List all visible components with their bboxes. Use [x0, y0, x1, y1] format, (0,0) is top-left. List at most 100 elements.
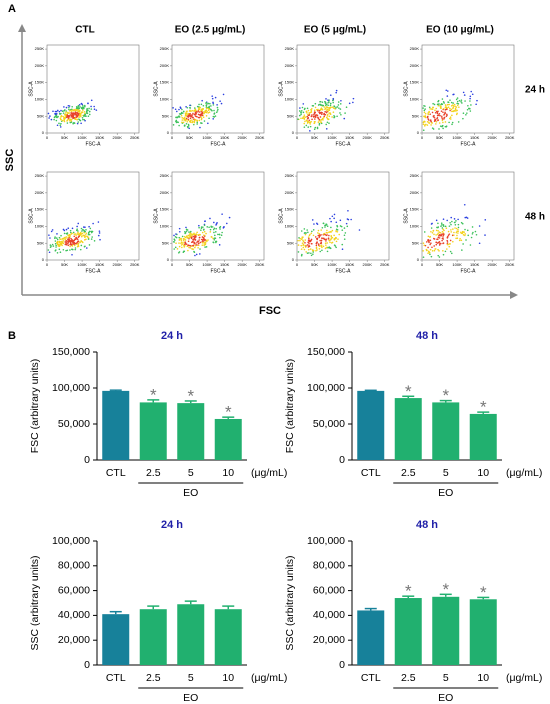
event-dot	[303, 232, 306, 234]
y-tick-label: 0	[42, 130, 45, 135]
event-dot	[442, 242, 444, 245]
event-dot	[437, 110, 439, 113]
event-dot	[435, 243, 438, 246]
event-dot	[449, 99, 451, 101]
event-dot	[187, 123, 190, 126]
event-dot	[309, 123, 312, 125]
y-tick-label: 200K	[35, 63, 45, 68]
x-tick-label: 2.5	[146, 467, 161, 479]
event-dot	[471, 233, 474, 235]
event-dot	[309, 233, 311, 236]
event-dot	[441, 117, 443, 119]
event-dot	[212, 102, 215, 105]
x-tick-label: 250K	[505, 135, 515, 140]
event-dot	[212, 228, 215, 231]
event-dot	[204, 110, 207, 112]
y-tick-label: 60,000	[58, 584, 90, 596]
event-dot	[219, 236, 221, 239]
event-dot	[335, 89, 338, 92]
event-dot	[466, 217, 469, 219]
event-dot	[428, 106, 431, 109]
event-dot	[435, 107, 438, 110]
y-tick-label: 50K	[412, 240, 419, 245]
event-dot	[309, 130, 311, 132]
event-dot	[319, 242, 322, 245]
x-tick-label: 100K	[452, 262, 462, 267]
event-dot	[442, 236, 444, 238]
event-dot	[453, 218, 456, 220]
event-dot	[427, 246, 429, 249]
event-dot	[449, 250, 452, 253]
event-dot	[196, 115, 198, 118]
event-dot	[337, 101, 340, 103]
event-dot	[79, 248, 82, 251]
event-dot	[178, 236, 181, 239]
significance-mark: *	[405, 382, 412, 401]
event-dot	[306, 115, 309, 118]
event-dot	[326, 250, 329, 253]
x-tick-label: 150K	[470, 135, 480, 140]
x-tick-label: 5	[188, 467, 194, 479]
event-dot	[307, 117, 310, 119]
plot-frame	[421, 171, 515, 261]
event-dot	[216, 110, 219, 112]
event-dot	[464, 228, 466, 231]
event-dot	[203, 228, 205, 231]
event-dot	[204, 246, 206, 248]
event-dot	[200, 122, 202, 124]
event-dot	[328, 99, 330, 101]
event-dot	[327, 246, 329, 249]
y-tick-label: 100K	[285, 223, 295, 228]
event-dot	[79, 114, 82, 117]
x-tick-label: 50K	[61, 262, 68, 267]
event-dot	[192, 235, 195, 238]
x-tick-label: 100K	[77, 262, 87, 267]
event-dot	[442, 218, 445, 220]
event-dot	[332, 111, 335, 113]
event-dot	[198, 239, 200, 241]
plot-frame	[46, 44, 140, 134]
event-dot	[430, 227, 433, 229]
bar	[214, 418, 242, 460]
y-tick-label: 60,000	[313, 584, 345, 596]
event-dot	[456, 104, 459, 107]
event-dot	[77, 240, 80, 243]
event-dot	[308, 244, 310, 246]
event-dot	[70, 109, 72, 112]
event-dot	[75, 105, 78, 108]
event-dot	[57, 109, 59, 112]
event-dot	[332, 101, 334, 104]
axis-title: FSC	[259, 305, 281, 317]
event-dot	[437, 254, 440, 257]
event-dot	[207, 112, 209, 114]
event-dot	[441, 230, 444, 233]
event-dot	[190, 110, 192, 113]
event-dot	[201, 236, 204, 238]
event-dot	[429, 113, 431, 116]
plot-y-label: SSC-A	[28, 208, 34, 224]
event-dot	[178, 113, 181, 115]
event-dot	[441, 103, 444, 106]
event-dot	[202, 239, 204, 242]
event-dot	[439, 114, 441, 117]
event-dot	[455, 98, 458, 101]
event-dot	[47, 249, 50, 251]
event-dot	[67, 238, 69, 241]
event-dot	[311, 249, 314, 251]
event-dot	[423, 104, 425, 107]
event-dot	[310, 252, 312, 255]
event-dot	[213, 109, 215, 112]
event-dot	[437, 232, 439, 235]
event-dot	[77, 243, 80, 245]
significance-mark: *	[480, 583, 487, 602]
event-dot	[83, 107, 85, 110]
event-dot	[424, 112, 427, 115]
event-dot	[173, 234, 175, 237]
event-dot	[333, 105, 335, 107]
x-unit: (μg/mL)	[506, 467, 542, 479]
event-dot	[466, 112, 468, 114]
event-dot	[438, 237, 441, 239]
event-dot	[200, 111, 202, 113]
event-dot	[75, 237, 77, 239]
event-dot	[444, 125, 447, 128]
